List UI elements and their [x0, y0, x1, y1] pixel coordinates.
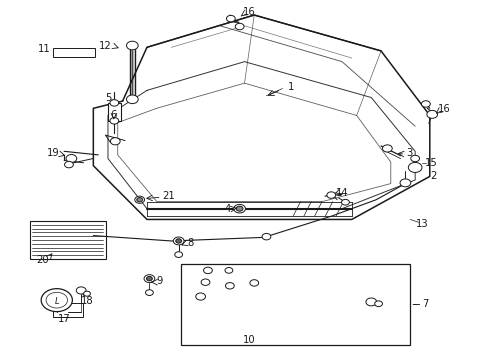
Circle shape	[126, 41, 138, 50]
Bar	[30, 221, 105, 259]
Text: 11: 11	[38, 44, 51, 54]
Text: 4: 4	[224, 204, 230, 214]
Circle shape	[341, 199, 348, 205]
Circle shape	[110, 118, 119, 124]
Circle shape	[249, 280, 258, 286]
Bar	[108, 103, 121, 121]
Circle shape	[407, 162, 421, 172]
Circle shape	[144, 275, 155, 283]
Circle shape	[173, 237, 183, 245]
Bar	[53, 303, 82, 318]
Circle shape	[110, 138, 120, 145]
Text: 21: 21	[162, 191, 175, 201]
Circle shape	[145, 290, 153, 296]
Circle shape	[175, 239, 181, 243]
Circle shape	[146, 276, 152, 281]
Text: 18: 18	[81, 296, 94, 306]
Circle shape	[399, 179, 410, 187]
Circle shape	[421, 101, 429, 107]
Circle shape	[76, 287, 86, 294]
Text: 15: 15	[424, 158, 436, 168]
Circle shape	[326, 192, 335, 198]
Text: 12: 12	[99, 41, 112, 50]
Text: 1: 1	[287, 82, 293, 92]
Circle shape	[233, 204, 245, 213]
Circle shape	[226, 15, 235, 22]
Circle shape	[64, 161, 73, 168]
Circle shape	[235, 23, 244, 30]
Bar	[181, 264, 409, 345]
Circle shape	[365, 298, 376, 306]
Circle shape	[137, 198, 142, 202]
Text: 2: 2	[429, 171, 436, 181]
Text: 13: 13	[415, 219, 428, 229]
Circle shape	[426, 111, 437, 118]
Text: 14: 14	[335, 188, 347, 198]
Circle shape	[262, 233, 270, 240]
Circle shape	[46, 292, 67, 308]
Circle shape	[135, 196, 144, 203]
Circle shape	[83, 291, 90, 296]
Circle shape	[374, 301, 382, 307]
Circle shape	[110, 100, 119, 106]
Text: 20: 20	[36, 255, 48, 265]
Circle shape	[66, 154, 77, 162]
Circle shape	[203, 267, 212, 274]
Circle shape	[225, 283, 234, 289]
Circle shape	[236, 206, 243, 211]
Circle shape	[195, 293, 205, 300]
Text: 9: 9	[156, 276, 162, 286]
Circle shape	[382, 145, 391, 152]
Circle shape	[126, 95, 138, 104]
Circle shape	[410, 155, 419, 162]
Text: 5: 5	[104, 93, 111, 103]
Bar	[53, 48, 95, 57]
Text: L: L	[54, 297, 59, 306]
Text: 6: 6	[110, 110, 117, 120]
Text: 8: 8	[187, 238, 194, 248]
Text: 16: 16	[437, 104, 450, 114]
Text: 19: 19	[47, 148, 60, 158]
Text: 3: 3	[406, 148, 411, 158]
Circle shape	[224, 267, 232, 273]
Text: 17: 17	[58, 314, 70, 324]
Text: 10: 10	[243, 334, 255, 345]
Text: 16: 16	[243, 7, 255, 17]
Circle shape	[201, 279, 209, 285]
Text: 7: 7	[421, 300, 427, 310]
Circle shape	[174, 252, 182, 257]
Circle shape	[41, 289, 72, 312]
